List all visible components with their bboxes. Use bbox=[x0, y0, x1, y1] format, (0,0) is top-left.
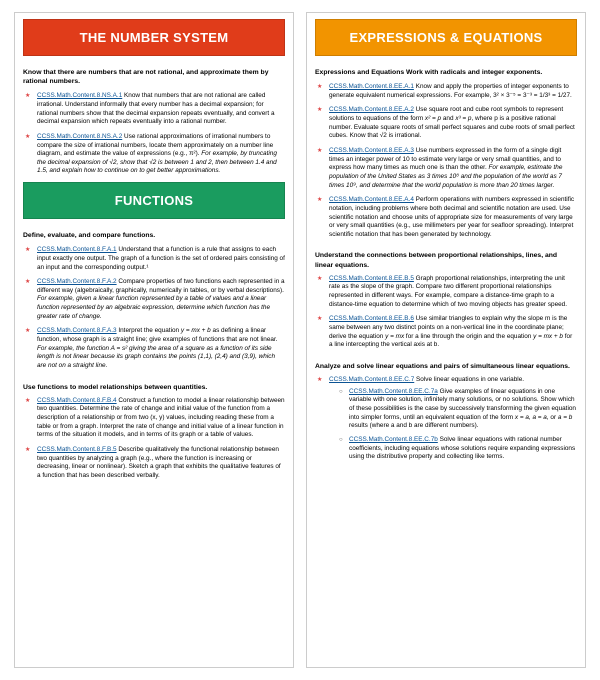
standard-link[interactable]: CCSS.Math.Content.8.NS.A.1 bbox=[37, 92, 122, 99]
standard-item: CCSS.Math.Content.8.F.A.3 Interpret the … bbox=[25, 327, 285, 370]
subintro-fn: Use functions to model relationships bet… bbox=[23, 383, 285, 392]
right-column: EXPRESSIONS & EQUATIONS Expressions and … bbox=[306, 12, 586, 668]
standard-link[interactable]: CCSS.Math.Content.8.F.B.5 bbox=[37, 446, 117, 453]
standard-link[interactable]: CCSS.Math.Content.8.EE.A.4 bbox=[329, 196, 414, 203]
standard-item: CCSS.Math.Content.8.EE.B.6 Use similar t… bbox=[317, 315, 577, 350]
standard-item: CCSS.Math.Content.8.EE.C.7a Give example… bbox=[339, 388, 577, 431]
section-header-expressions: EXPRESSIONS & EQUATIONS bbox=[315, 19, 577, 56]
intro-fn: Define, evaluate, and compare functions. bbox=[23, 231, 285, 240]
standard-link[interactable]: CCSS.Math.Content.8.EE.A.3 bbox=[329, 147, 414, 154]
standard-link[interactable]: CCSS.Math.Content.8.EE.C.7a bbox=[349, 388, 438, 395]
standard-link[interactable]: CCSS.Math.Content.8.EE.A.1 bbox=[329, 83, 414, 90]
standard-link[interactable]: CCSS.Math.Content.8.F.A.2 bbox=[37, 278, 117, 285]
standard-item: CCSS.Math.Content.8.NS.A.2 Use rational … bbox=[25, 133, 285, 176]
standard-link[interactable]: CCSS.Math.Content.8.EE.C.7b bbox=[349, 436, 438, 443]
standard-item: CCSS.Math.Content.8.F.B.5 Describe quali… bbox=[25, 446, 285, 481]
standard-item: CCSS.Math.Content.8.EE.A.2 Use square ro… bbox=[317, 106, 577, 141]
standard-item: CCSS.Math.Content.8.F.A.2 Compare proper… bbox=[25, 278, 285, 321]
section-header-number-system: THE NUMBER SYSTEM bbox=[23, 19, 285, 56]
standard-item: CCSS.Math.Content.8.EE.A.3 Use numbers e… bbox=[317, 147, 577, 190]
standard-item: CCSS.Math.Content.8.EE.C.7b Solve linear… bbox=[339, 436, 577, 462]
list-ee3: CCSS.Math.Content.8.EE.C.7 Solve linear … bbox=[315, 376, 577, 468]
intro-ns: Know that there are numbers that are not… bbox=[23, 68, 285, 86]
standard-link[interactable]: CCSS.Math.Content.8.EE.B.6 bbox=[329, 315, 414, 322]
sub-list: CCSS.Math.Content.8.EE.C.7a Give example… bbox=[329, 388, 577, 462]
standard-link[interactable]: CCSS.Math.Content.8.F.B.4 bbox=[37, 397, 117, 404]
subintro-ee3: Analyze and solve linear equations and p… bbox=[315, 362, 577, 371]
standard-link[interactable]: CCSS.Math.Content.8.EE.A.2 bbox=[329, 106, 414, 113]
left-column: THE NUMBER SYSTEM Know that there are nu… bbox=[14, 12, 294, 668]
list-ns: CCSS.Math.Content.8.NS.A.1 Know that num… bbox=[23, 92, 285, 182]
list-ee: CCSS.Math.Content.8.EE.A.1 Know and appl… bbox=[315, 83, 577, 245]
standard-item: CCSS.Math.Content.8.EE.A.1 Know and appl… bbox=[317, 83, 577, 100]
standard-item: CCSS.Math.Content.8.EE.C.7 Solve linear … bbox=[317, 376, 577, 462]
standard-link[interactable]: CCSS.Math.Content.8.EE.B.5 bbox=[329, 275, 414, 282]
list-fn: CCSS.Math.Content.8.F.A.1 Understand tha… bbox=[23, 246, 285, 376]
list-ee2: CCSS.Math.Content.8.EE.B.5 Graph proport… bbox=[315, 275, 577, 356]
standard-item: CCSS.Math.Content.8.F.A.1 Understand tha… bbox=[25, 246, 285, 272]
standard-link[interactable]: CCSS.Math.Content.8.F.A.1 bbox=[37, 246, 117, 253]
section-header-functions: FUNCTIONS bbox=[23, 182, 285, 219]
standard-item: CCSS.Math.Content.8.F.B.4 Construct a fu… bbox=[25, 397, 285, 440]
intro-ee: Expressions and Equations Work with radi… bbox=[315, 68, 577, 77]
standard-link[interactable]: CCSS.Math.Content.8.F.A.3 bbox=[37, 327, 117, 334]
standard-link[interactable]: CCSS.Math.Content.8.NS.A.2 bbox=[37, 133, 122, 140]
standard-item: CCSS.Math.Content.8.EE.A.4 Perform opera… bbox=[317, 196, 577, 239]
standard-item: CCSS.Math.Content.8.NS.A.1 Know that num… bbox=[25, 92, 285, 127]
list-fn2: CCSS.Math.Content.8.F.B.4 Construct a fu… bbox=[23, 397, 285, 487]
standard-item: CCSS.Math.Content.8.EE.B.5 Graph proport… bbox=[317, 275, 577, 310]
subintro-ee2: Understand the connections between propo… bbox=[315, 251, 577, 269]
standard-link[interactable]: CCSS.Math.Content.8.EE.C.7 bbox=[329, 376, 414, 383]
